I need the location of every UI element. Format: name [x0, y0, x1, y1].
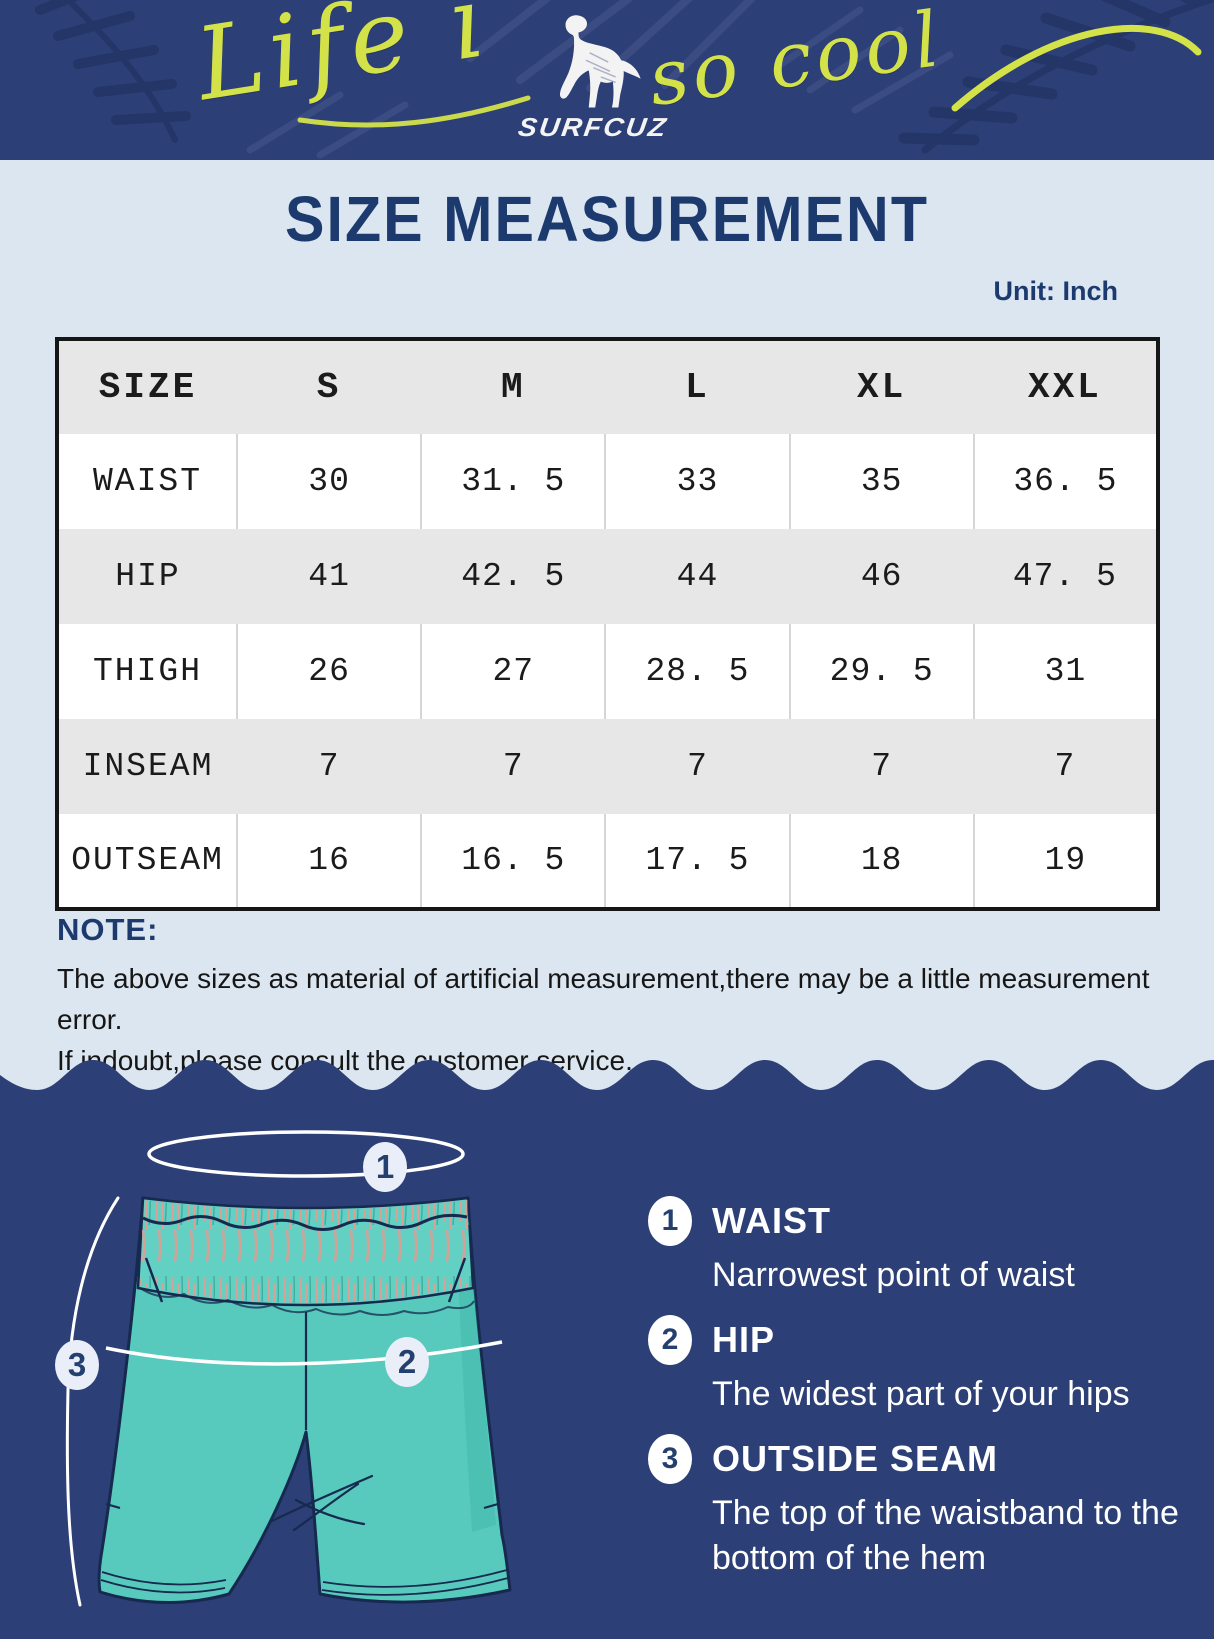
- badge-3-number: 3: [68, 1346, 86, 1383]
- table-cell: 47. 5: [1012, 558, 1117, 595]
- table-cell: 17. 5: [604, 814, 790, 909]
- legend-desc-waist: Narrowest point of waist: [712, 1256, 1075, 1294]
- table-cell: 30: [235, 434, 422, 529]
- badge-1-number: 1: [376, 1148, 394, 1185]
- table-cell: 33: [604, 434, 790, 529]
- header-banner: Life i so cool SURFCUZ: [0, 0, 1214, 160]
- measurement-guide-section: 1 2 3 1 WAIST Narrowest point of waist: [0, 1058, 1214, 1639]
- table-cell: 31: [972, 624, 1158, 719]
- row-label: THIGH: [92, 653, 203, 690]
- diagram-badge-2: 2: [385, 1337, 429, 1387]
- legend-desc-hip: The widest part of your hips: [712, 1375, 1130, 1414]
- note-line-1: The above sizes as material of artificia…: [57, 963, 1150, 1035]
- note-heading: NOTE:: [57, 912, 159, 947]
- page-title: SIZE MEASUREMENT: [284, 183, 930, 256]
- waistband-bottom-scallop: [139, 1287, 475, 1316]
- unit-label: Unit: Inch: [993, 276, 1118, 306]
- table-cell: 35: [788, 434, 974, 529]
- drawstring: [268, 1474, 374, 1532]
- row-label: INSEAM: [82, 748, 214, 785]
- surfcuz-logo: SURFCUZ: [516, 112, 670, 142]
- table-cell: 7: [1054, 748, 1076, 785]
- side-ticks: [105, 1502, 499, 1510]
- table-cell: 44: [676, 558, 719, 595]
- legend-item-hip: 2 HIP The widest part of your hips: [648, 1315, 1193, 1416]
- legend-title-hip: HIP: [712, 1319, 776, 1361]
- legend-item-outside-seam: 3 OUTSIDE SEAM The top of the waistband …: [648, 1434, 1193, 1579]
- hip-measure-line: [105, 1340, 503, 1366]
- table-cell: 7: [687, 748, 708, 785]
- table-cell: 7: [871, 748, 893, 785]
- table-cell: 29. 5: [788, 624, 974, 719]
- column-header: M: [500, 367, 526, 408]
- outside-seam-line: [65, 1196, 120, 1607]
- legend-badge-3: 3: [648, 1434, 692, 1485]
- legend-title-outside-seam: OUTSIDE SEAM: [712, 1438, 999, 1480]
- column-header: L: [685, 367, 710, 408]
- table-cell: 18: [788, 814, 974, 909]
- legend-title-waist: WAIST: [712, 1200, 831, 1241]
- table-cell: 7: [318, 748, 340, 785]
- column-header: SIZE: [98, 367, 198, 408]
- table-cell: 31. 5: [420, 434, 606, 529]
- size-measurement-table: SIZE S M L XL XXL WAIST 30 31. 5 33 35 3…: [55, 337, 1160, 911]
- waistband-ruffles: [140, 1200, 472, 1303]
- legend-desc-outside-seam: The top of the waistband to the bottom o…: [712, 1494, 1179, 1577]
- table-cell: 7: [502, 748, 524, 785]
- table-cell: 41: [308, 558, 350, 595]
- table-row-outseam: OUTSEAM 16 16. 5 17. 5 18 19: [57, 814, 1158, 909]
- waist-measure-ellipse: [147, 1130, 465, 1178]
- column-header: XXL: [1027, 367, 1102, 408]
- diagram-badge-3: 3: [55, 1340, 99, 1390]
- diagram-badge-1: 1: [363, 1142, 407, 1192]
- table-cell: 27: [420, 624, 606, 719]
- hem-stitching: [100, 1569, 509, 1596]
- column-header: XL: [857, 367, 907, 408]
- table-row-waist: WAIST 30 31. 5 33 35 36. 5: [57, 434, 1158, 529]
- pocket-slits: [144, 1257, 467, 1303]
- legend-badge-1: 1: [648, 1196, 692, 1246]
- palm-leaves-decoration: [35, 0, 1214, 159]
- table-cell: 19: [972, 814, 1158, 909]
- column-header: S: [316, 367, 342, 408]
- legend-badge-2: 2: [648, 1315, 692, 1366]
- table-cell: 26: [235, 624, 422, 719]
- row-label: WAIST: [92, 463, 203, 500]
- elastic-stitch-line: [142, 1213, 468, 1231]
- row-label: HIP: [115, 558, 181, 595]
- shorts-illustration: 1 2 3: [55, 1130, 512, 1607]
- table-cell: 36. 5: [972, 434, 1158, 529]
- table-cell: 28. 5: [604, 624, 790, 719]
- table-header-row: SIZE S M L XL XXL: [57, 339, 1158, 434]
- dinosaur-logo-icon: [559, 15, 641, 108]
- table-row-inseam: INSEAM 7 7 7 7 7: [57, 719, 1158, 814]
- table-cell: 42. 5: [461, 558, 566, 595]
- measurement-legend: 1 WAIST Narrowest point of waist 2 HIP T…: [648, 1196, 1193, 1598]
- table-cell: 16. 5: [420, 814, 606, 909]
- badge-2-number: 2: [398, 1343, 416, 1380]
- table-row-hip: HIP 41 42. 5 44 46 47. 5: [57, 529, 1158, 624]
- legend-item-waist: 1 WAIST Narrowest point of waist: [648, 1196, 1193, 1297]
- row-label: OUTSEAM: [71, 842, 224, 879]
- table-cell: 46: [860, 558, 903, 595]
- table-cell: 16: [235, 814, 422, 909]
- table-row-thigh: THIGH 26 27 28. 5 29. 5 31: [57, 624, 1158, 719]
- wave-divider: [0, 1060, 1214, 1092]
